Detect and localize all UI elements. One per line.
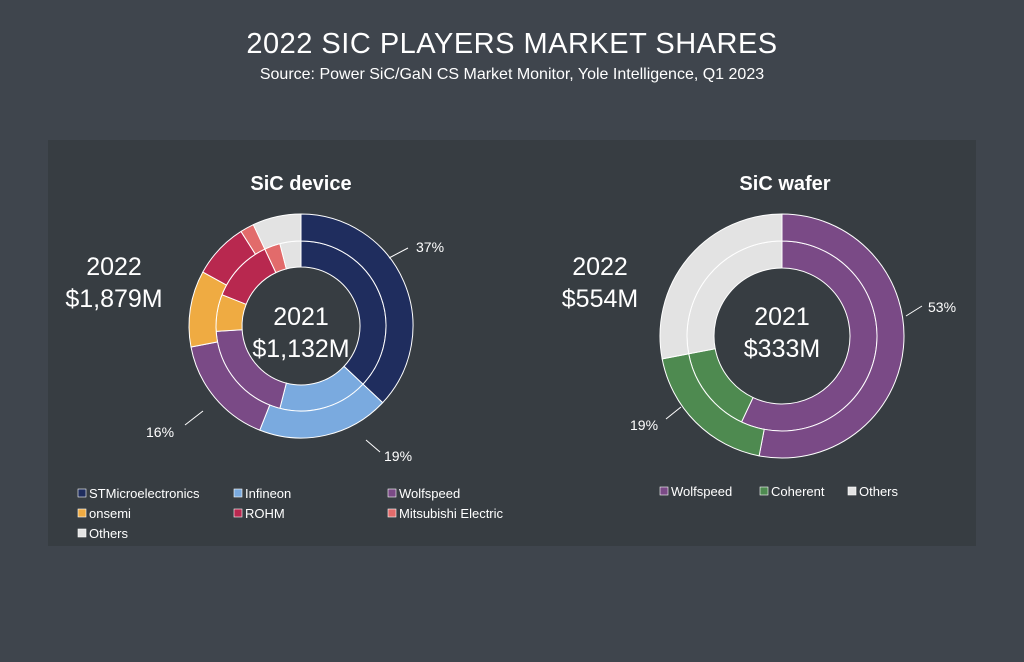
page-subtitle: Source: Power SiC/GaN CS Market Monitor,…	[259, 66, 765, 83]
device-legend: STMicroelectronics Infineon Wolfspeed onsem…	[77, 486, 504, 541]
device-legend-swatch-stmicroelectronics	[77, 488, 87, 498]
wafer-donut	[659, 213, 905, 459]
wafer-legend-swatch-coherent	[759, 486, 769, 496]
wafer-chart: SiC wafer 2021 $333M 2022 $554M 53% 19% …	[562, 173, 956, 499]
device-legend-swatch-rohm	[233, 508, 243, 518]
device-leader-37	[388, 247, 409, 259]
wafer-2022-slice-wolfspeed	[758, 213, 905, 459]
device-legend-label-stmicroelectronics: STMicroelectronics	[89, 486, 200, 501]
wafer-legend: Wolfspeed Coherent Others	[659, 484, 899, 499]
device-2021-total: $1,132M	[252, 335, 349, 363]
wafer-chart-title: SiC wafer	[739, 173, 830, 195]
device-leader-19	[365, 439, 381, 453]
wafer-2022-year: 2022	[572, 253, 628, 281]
wafer-2021-total: $333M	[744, 335, 820, 363]
wafer-leader-53	[905, 305, 923, 317]
device-legend-swatch-infineon	[233, 488, 243, 498]
device-legend-label-onsemi: onsemi	[89, 506, 131, 521]
device-chart: SiC device 2021 $1,132M 2022 $1,879M 37%…	[65, 173, 503, 541]
wafer-legend-label-others: Others	[859, 484, 899, 499]
device-legend-label-rohm: ROHM	[245, 506, 285, 521]
device-legend-label-infineon: Infineon	[245, 486, 291, 501]
device-leader-16	[184, 410, 204, 426]
device-legend-swatch-others	[77, 528, 87, 538]
device-2022-slice-others	[252, 213, 302, 250]
device-legend-label-wolfspeed: Wolfspeed	[399, 486, 460, 501]
wafer-leader-19	[665, 406, 682, 420]
device-label-19: 19%	[384, 448, 412, 464]
device-2021-year: 2021	[273, 303, 329, 331]
device-legend-swatch-wolfspeed	[387, 488, 397, 498]
device-legend-label-others: Others	[89, 526, 129, 541]
wafer-label-19: 19%	[630, 417, 658, 433]
wafer-legend-swatch-others	[847, 486, 857, 496]
page-title: 2022 SIC PLAYERS MARKET SHARES	[246, 28, 778, 60]
wafer-2022-total: $554M	[562, 285, 638, 313]
wafer-2021-year: 2021	[754, 303, 810, 331]
wafer-legend-label-wolfspeed: Wolfspeed	[671, 484, 732, 499]
device-legend-swatch-onsemi	[77, 508, 87, 518]
wafer-legend-label-coherent: Coherent	[771, 484, 825, 499]
wafer-2022-slice-others	[659, 213, 783, 360]
device-label-16: 16%	[146, 424, 174, 440]
device-legend-swatch-mitsubishi-electric	[387, 508, 397, 518]
device-chart-title: SiC device	[250, 173, 351, 195]
device-legend-label-mitsubishi-electric: Mitsubishi Electric	[399, 506, 504, 521]
device-2022-total: $1,879M	[65, 285, 162, 313]
wafer-legend-swatch-wolfspeed	[659, 486, 669, 496]
device-2022-year: 2022	[86, 253, 142, 281]
device-label-37: 37%	[416, 239, 444, 255]
wafer-label-53: 53%	[928, 299, 956, 315]
device-donut	[188, 213, 414, 439]
